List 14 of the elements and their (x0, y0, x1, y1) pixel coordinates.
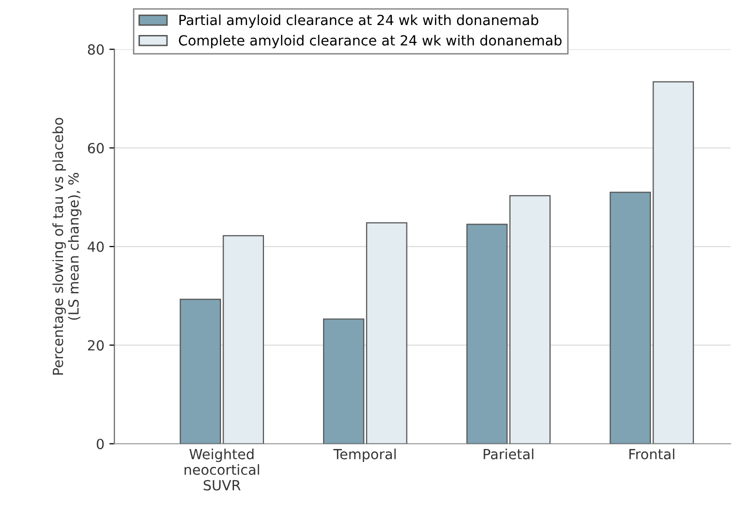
y-axis-title: Percentage slowing of tau vs placebo (LS mean change), % (52, 118, 82, 375)
bar (509, 195, 551, 444)
legend-label: Partial amyloid clearance at 24 wk with donanemab (179, 14, 538, 28)
x-tick-label: Temporal (333, 448, 396, 462)
x-tick-label: Parietal (484, 448, 534, 460)
y-tick-label: 80 (88, 44, 104, 55)
legend-label: Complete amyloid clearance at 24 wk with donanemab (178, 34, 562, 48)
y-tick-label: 40 (88, 241, 104, 252)
x-tick-label: Frontal (629, 448, 674, 460)
y-tick-label: 60 (88, 142, 104, 154)
y-tick-label: 20 (88, 340, 104, 351)
bar (466, 224, 508, 444)
x-tick-label: Weighted neocortical SUVR (184, 448, 260, 490)
y-tick-label: 0 (96, 438, 104, 450)
